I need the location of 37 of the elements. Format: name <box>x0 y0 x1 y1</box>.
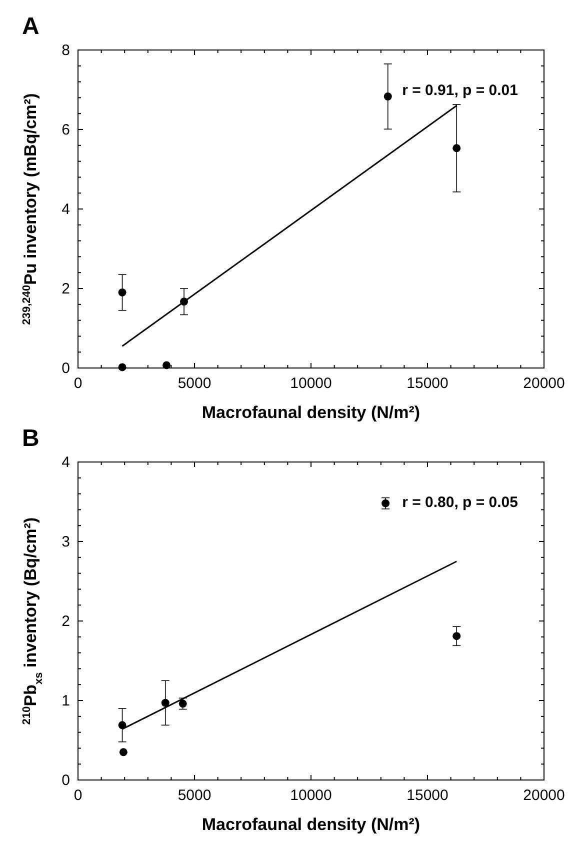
x-tick-label: 0 <box>74 375 82 392</box>
point <box>161 698 170 707</box>
y-tick-label: 4 <box>62 201 70 218</box>
point <box>118 721 126 730</box>
y-tick-label: 0 <box>62 772 70 789</box>
point <box>162 361 171 370</box>
point <box>118 363 126 372</box>
x-axis-title: Macrofaunal density (N/m²) <box>202 815 420 834</box>
y-tick-label: 0 <box>62 360 70 377</box>
y-tick-label: 8 <box>62 42 70 59</box>
x-tick-label: 5000 <box>178 787 212 804</box>
chart-title: A <box>22 13 40 40</box>
point <box>178 700 187 708</box>
point <box>382 499 390 508</box>
y-tick-label: 6 <box>62 122 70 138</box>
annotation: r = 0.91, p = 0.01 <box>402 82 518 99</box>
x-tick-label: 10000 <box>290 787 332 804</box>
annotation: r = 0.80, p = 0.05 <box>402 494 518 511</box>
x-tick-label: 0 <box>74 787 82 804</box>
x-tick-label: 20000 <box>523 375 565 392</box>
x-tick-label: 20000 <box>523 787 565 804</box>
y-tick-label: 1 <box>62 692 70 710</box>
point <box>452 144 461 152</box>
point <box>384 92 392 101</box>
point <box>118 288 126 296</box>
y-tick-label: 4 <box>62 454 70 471</box>
x-tick-label: 15000 <box>406 787 448 804</box>
x-tick-label: 5000 <box>178 375 212 392</box>
y-tick-label: 2 <box>62 280 70 298</box>
chart-title: B <box>22 425 40 452</box>
point <box>452 632 461 640</box>
y-tick-label: 3 <box>62 534 70 550</box>
x-axis-title: Macrofaunal density (N/m²) <box>202 403 420 422</box>
x-tick-label: 10000 <box>290 375 332 392</box>
x-tick-label: 15000 <box>406 375 448 392</box>
y-tick-label: 2 <box>62 613 70 630</box>
point <box>119 748 128 756</box>
